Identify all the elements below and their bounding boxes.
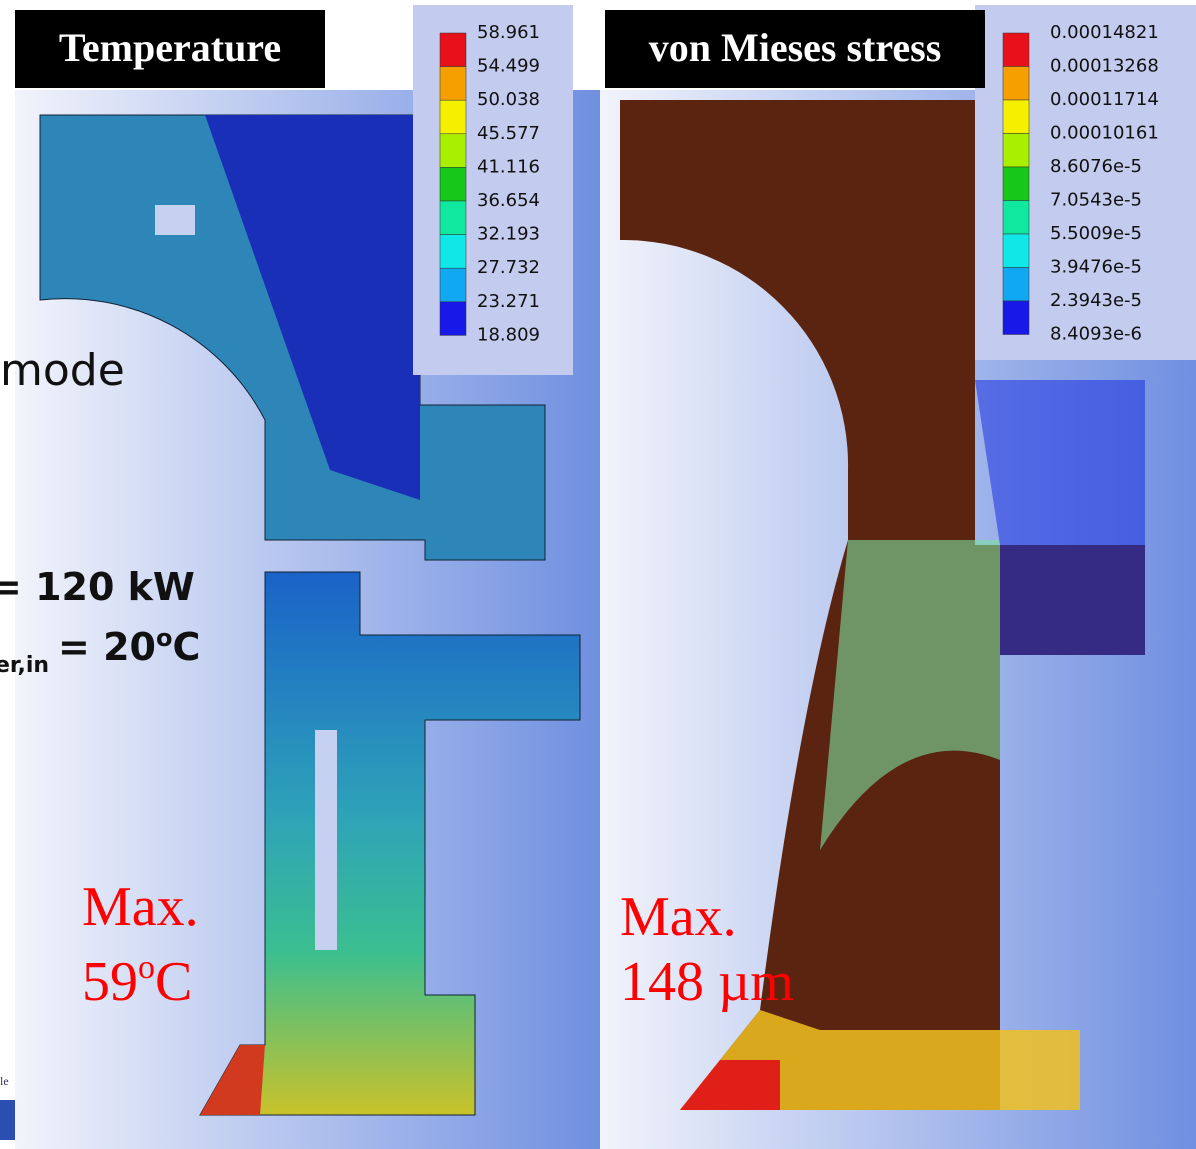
legend-swatch (1003, 268, 1029, 302)
legend-label: 50.038 (477, 89, 540, 110)
legend-label: 2.3943e-5 (1050, 290, 1142, 311)
legend-label: 7.0543e-5 (1050, 190, 1142, 211)
hole (315, 730, 337, 950)
displacement-field (975, 380, 1145, 655)
hole (155, 205, 195, 235)
panel-title: Temperature (59, 25, 281, 70)
superscript: o (138, 949, 155, 986)
superscript: o (156, 624, 173, 652)
legend-label: 27.732 (477, 257, 540, 278)
logo-fragment (0, 1100, 15, 1140)
page: {"background": {"mode_text": "mode", "po… (0, 0, 1196, 1149)
slide-text: er,in (0, 653, 49, 678)
legend-label: 41.116 (477, 156, 540, 177)
slide-text: C (172, 625, 200, 669)
legend-label: 0.00011714 (1050, 89, 1159, 110)
legend-swatch (1003, 167, 1029, 201)
legend-swatch (440, 134, 466, 168)
slide-text: = 20 (58, 625, 156, 669)
legend-swatch (1003, 67, 1029, 101)
legend-swatch (440, 33, 466, 67)
max-note: C (155, 951, 192, 1013)
legend-label: 58.961 (477, 22, 540, 43)
max-note: 59oC (82, 949, 192, 1013)
legend-swatch (1003, 301, 1029, 335)
slide-text: = 20oC (58, 624, 200, 669)
legend-label: 45.577 (477, 123, 540, 144)
panel-title: von Mieses stress (649, 25, 942, 70)
legend-swatch (1003, 134, 1029, 168)
legend-swatch (440, 302, 466, 336)
legend-label: 23.271 (477, 291, 540, 312)
slide-text: = 120 kW (0, 565, 195, 609)
slide-text: mode (0, 345, 125, 396)
legend-label: 3.9476e-5 (1050, 257, 1142, 278)
legend-label: 18.809 (477, 324, 540, 345)
legend-swatch (1003, 201, 1029, 235)
legend-swatch (440, 67, 466, 101)
legend-label: 0.00010161 (1050, 123, 1159, 144)
legend-label: 0.00014821 (1050, 22, 1159, 43)
legend-swatch (440, 167, 466, 201)
legend-swatch (440, 100, 466, 134)
legend-label: 36.654 (477, 190, 540, 211)
slide: Temperature von Mieses stress mode = 120… (0, 0, 1196, 1149)
max-note: 148 µm (620, 951, 794, 1013)
legend-label: 32.193 (477, 224, 540, 245)
legend-swatch (440, 268, 466, 302)
max-note: Max. (620, 886, 737, 948)
max-note: Max. (82, 876, 199, 938)
legend-label: 8.6076e-5 (1050, 156, 1142, 177)
legend-label: 5.5009e-5 (1050, 223, 1142, 244)
legend-swatch (1003, 100, 1029, 134)
max-note: 59 (82, 951, 138, 1013)
legend-swatch (1003, 33, 1029, 67)
legend-swatch (440, 201, 466, 235)
legend-label: 0.00013268 (1050, 56, 1159, 77)
legend-label: 8.4093e-6 (1050, 324, 1142, 345)
footer-text: le (0, 1074, 9, 1088)
legend-swatch (440, 235, 466, 269)
legend-swatch (1003, 234, 1029, 268)
legend-label: 54.499 (477, 56, 540, 77)
